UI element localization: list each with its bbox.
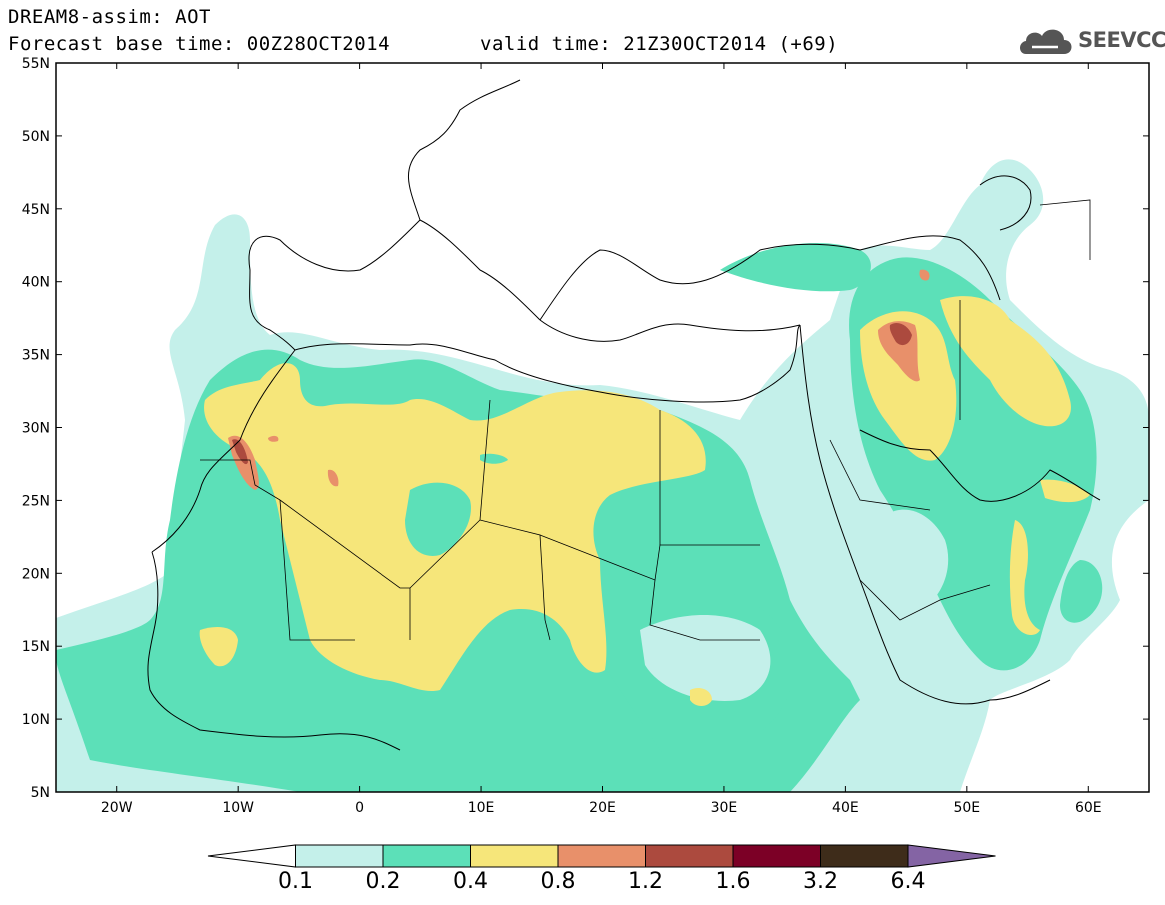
lon-label: 20E <box>589 800 616 816</box>
colorbar-min-arrow <box>207 844 296 868</box>
aot-level-0.2-holes <box>405 453 508 556</box>
colorbar-label: 0.1 <box>278 869 313 894</box>
lon-label: 50E <box>953 800 980 816</box>
lat-label: 35N <box>22 348 50 364</box>
colorbar-label: 0.4 <box>453 869 488 894</box>
lat-label: 10N <box>22 712 50 728</box>
map-title: DREAM8-assim: AOT <box>8 6 211 28</box>
colorbar-max-arrow <box>907 844 996 868</box>
aot-level-1.2 <box>232 323 912 465</box>
colorbar: 0.1 0.2 0.4 0.8 1.2 1.6 3.2 6.4 <box>207 844 996 894</box>
colorbar-label: 1.2 <box>628 869 663 894</box>
lon-label: 0 <box>355 800 364 816</box>
colorbar-label: 0.8 <box>541 869 576 894</box>
valid-time: valid time: 21Z30OCT2014 (+69) <box>480 33 839 55</box>
aot-contours <box>56 79 1149 792</box>
lat-label: 20N <box>22 566 50 582</box>
latitude-axis: 55N 50N 45N 40N 35N 30N 25N 20N 15N 10N 5N <box>22 56 1149 801</box>
country-borders <box>200 199 1091 641</box>
colorbar-swatch <box>557 844 646 868</box>
lat-label: 55N <box>22 56 50 72</box>
colorbar-swatch <box>295 844 384 868</box>
lon-label: 60E <box>1075 800 1102 816</box>
lat-label: 5N <box>31 785 50 801</box>
colorbar-swatch <box>820 844 909 868</box>
colorbar-label: 0.2 <box>366 869 401 894</box>
lon-label: 20W <box>101 800 133 816</box>
aot-level-0.1-holes <box>640 509 949 701</box>
lat-label: 45N <box>22 202 50 218</box>
colorbar-label: 3.2 <box>803 869 838 894</box>
lat-label: 15N <box>22 639 50 655</box>
colorbar-label: 6.4 <box>891 869 926 894</box>
lon-label: 30E <box>711 800 738 816</box>
lat-label: 50N <box>22 129 50 145</box>
lon-label: 40E <box>832 800 859 816</box>
longitude-axis: 20W 10W 0 10E 20E 30E 40E 50E 60E <box>101 63 1102 816</box>
lon-label: 10E <box>468 800 495 816</box>
lat-label: 25N <box>22 493 50 509</box>
lat-label: 40N <box>22 275 50 291</box>
colorbar-swatch <box>645 844 734 868</box>
forecast-base-time: Forecast base time: 00Z28OCT2014 <box>8 33 391 55</box>
colorbar-swatch <box>382 844 471 868</box>
logo-text: SEEVCCC <box>1078 28 1165 52</box>
lon-label: 10W <box>222 800 254 816</box>
coastlines <box>147 79 1101 751</box>
colorbar-label: 1.6 <box>716 869 751 894</box>
colorbar-swatch <box>732 844 821 868</box>
cloud-icon <box>1020 29 1072 54</box>
colorbar-swatch <box>470 844 559 868</box>
lat-label: 30N <box>22 421 50 437</box>
